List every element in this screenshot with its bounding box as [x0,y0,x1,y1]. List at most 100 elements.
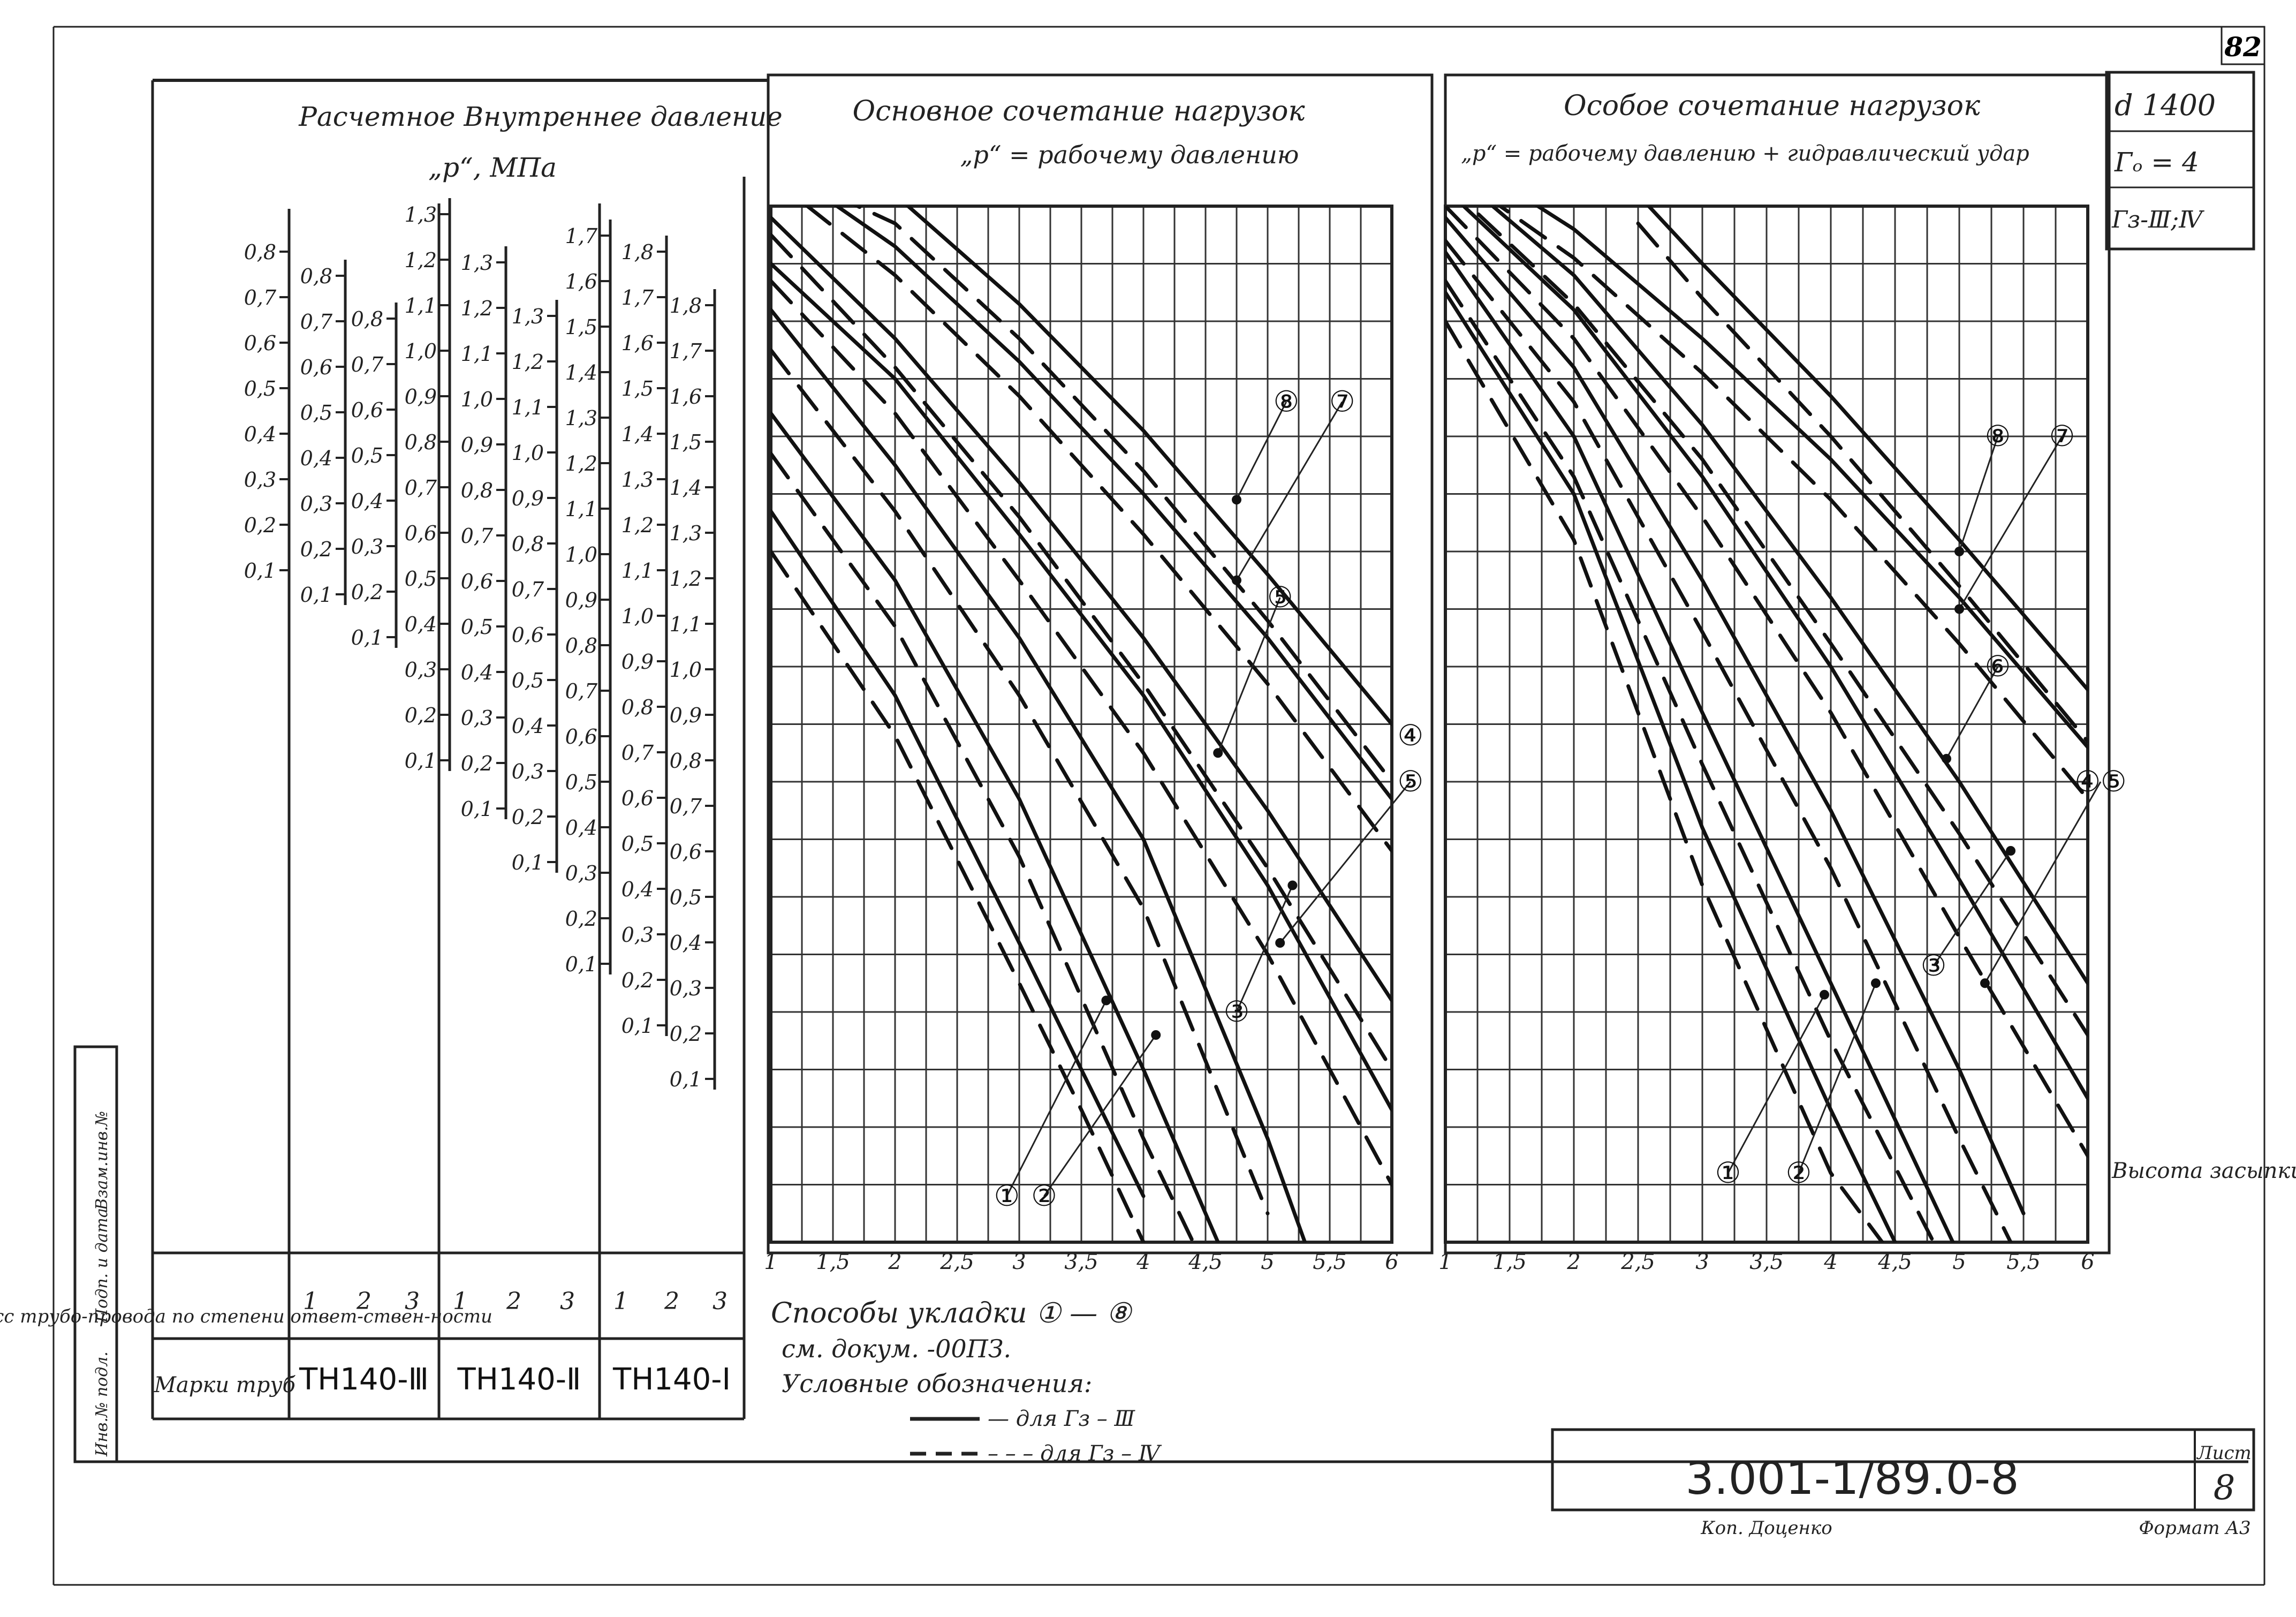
class-number: 1 [303,1288,318,1315]
class-number: 3 [560,1288,575,1315]
pressure-tick-label: 0,5 [244,377,276,401]
pressure-tick-label: 0,2 [565,907,597,931]
pressure-tick-label: 0,5 [565,770,597,794]
pressure-tick-label: 0,1 [300,583,332,607]
pressure-title-unit: „р“, МПа [428,152,557,183]
callout-label: ② [1031,1179,1057,1213]
x-tick-label: 3 [1695,1250,1709,1274]
copied-by: Коп. Доценко [1700,1517,1832,1539]
pressure-scale-col-9: 1,8 1,7 1,6 1,5 1,4 1,3 1,2 1,1 1,0 0,9 0,8 0,7 0,6 0… [670,289,716,1091]
pressure-tick-label: 1,6 [622,331,654,355]
plot-area [1444,205,2089,1244]
series-line-4 [1445,279,1936,1242]
pressure-tick-label: 1,3 [565,406,597,430]
callout-dot [1942,754,1951,764]
x-tick-label: 1,5 [1492,1250,1527,1274]
callout-leader [1727,994,1825,1174]
x-tick-label: 5 [1261,1250,1274,1274]
pressure-tick-label: 0,4 [244,422,276,446]
x-ticks: 1 1,5 2 2,5 3 3,5 4 4,5 5 5,5 6 [1438,1250,2094,1274]
pressure-tick-label: 1,8 [622,240,654,264]
legend-methods: Способы укладки ① — ⑧ [771,1297,1133,1329]
pressure-tick-label: 1,6 [670,385,702,409]
mark-tn140-3: ТН140-Ⅲ [299,1362,429,1397]
pressure-tick-label: 0,4 [300,447,332,470]
pressure-tick-label: 0,8 [405,430,437,454]
callout-dot [2006,846,2015,856]
series-line-13 [1646,206,2088,692]
pressure-tick-label: 0,3 [300,492,332,516]
class-number: 2 [356,1288,372,1315]
pressure-tick-label: 1,0 [622,605,654,628]
pressure-tick-label: 1,1 [461,342,493,366]
pressure-tick-label: 1,3 [670,522,702,545]
pressure-tick-label: 0,4 [461,661,493,684]
series-line-2 [771,549,1146,1242]
pressure-tick-label: 1,2 [670,567,702,591]
pressure-frame [151,80,746,1420]
series-line-9 [771,216,1392,1002]
series-line-6 [771,348,1270,1215]
pressure-tick-label: 0,5 [351,444,383,467]
callout-leader [1958,436,1999,552]
callout-label: ⑧ [1274,385,1299,419]
pressure-tick-label: 0,4 [405,613,437,636]
pressure-tick-label: 0,5 [405,567,437,591]
series-group [1445,206,2088,1242]
series-line-10 [771,233,1392,1071]
x-tick-label: 3 [1012,1250,1026,1274]
callout-leader [1236,885,1293,1012]
pressure-tick-label: 1,5 [670,430,702,454]
pressure-scale-col-2: 0,8 0,7 0,6 0,5 0,4 0,3 0,2 0,1 [300,260,347,607]
yaxis-label: Высота засыпки труб „h“, м [2111,1159,2296,1183]
page-number: 82 [2224,31,2262,63]
series-line-1 [1445,290,1897,1242]
pressure-tick-label: 0,4 [622,878,654,901]
pressure-tick-label: 1,0 [512,441,544,465]
pressure-tick-label: 1,1 [512,396,544,419]
side-stamp-signature: Подп. и дата [93,1208,111,1323]
pressure-tick-label: 0,4 [512,714,544,738]
x-tick-label: 4,5 [1188,1250,1223,1274]
pressure-tick-label: 0,2 [461,752,493,775]
side-stamp: Инв.№ подл. Подп. и дата Взам.инв.№ [93,1111,111,1457]
pressure-scale-col-3: 0,8 0,7 0,6 0,5 0,4 0,3 0,2 0,1 [351,303,398,649]
pressure-tick-label: 0,6 [565,725,597,749]
pressure-tick-label: 0,9 [512,487,544,510]
x-tick-label: 2 [888,1250,901,1274]
callout-leader [1798,983,1877,1174]
series-line-11 [1534,206,2088,749]
pressure-tick-label: 1,3 [461,251,493,275]
callout-dot [1954,547,1964,556]
callout-leader [1043,1034,1157,1197]
pressure-tick-label: 1,3 [405,203,437,226]
pressure-tick-label: 0,1 [461,797,493,821]
pressure-tick-label: 0,4 [351,489,383,513]
pressure-tick-label: 1,1 [670,613,702,636]
param-g-z: Гз-Ⅲ;Ⅳ [2111,206,2204,233]
series-line-12 [1497,206,2088,801]
series-line-7 [1461,206,2088,1100]
pressure-tick-label: 1,2 [512,350,544,374]
callout-label: ⑧ [1985,419,2011,453]
pressure-tick-label: 1,0 [565,543,597,566]
series-line-5 [771,308,1307,1242]
pressure-tick-label: 1,4 [670,476,702,500]
x-tick-label: 4 [1823,1250,1837,1274]
pressure-tick-label: 0,7 [461,524,494,548]
class-number: 2 [506,1288,521,1315]
param-diameter: d 1400 [2115,88,2216,122]
callout-dot [1820,989,1829,1000]
pressure-tick-label: 0,5 [461,615,493,639]
pressure-tick-label: 0,1 [622,1014,654,1038]
callout-label: ⑤ [1267,580,1293,614]
pressure-tick-label: 0,8 [244,240,276,264]
pressure-tick-label: 0,8 [670,749,702,773]
callout-label: ④⑤ [2075,765,2127,798]
pressure-tick-label: 1,8 [670,294,702,318]
pressure-tick-label: 0,1 [512,851,544,874]
pressure-tick-label: 0,3 [512,760,544,783]
pressure-tick-label: 1,2 [565,452,597,475]
x-tick-label: 5 [1952,1250,1966,1274]
pressure-scale-col-4: 1,3 1,2 1,1 1,0 0,9 0,8 0,7 0,6 0,5 0,4 0,3 0,2 0,1 [405,198,451,773]
